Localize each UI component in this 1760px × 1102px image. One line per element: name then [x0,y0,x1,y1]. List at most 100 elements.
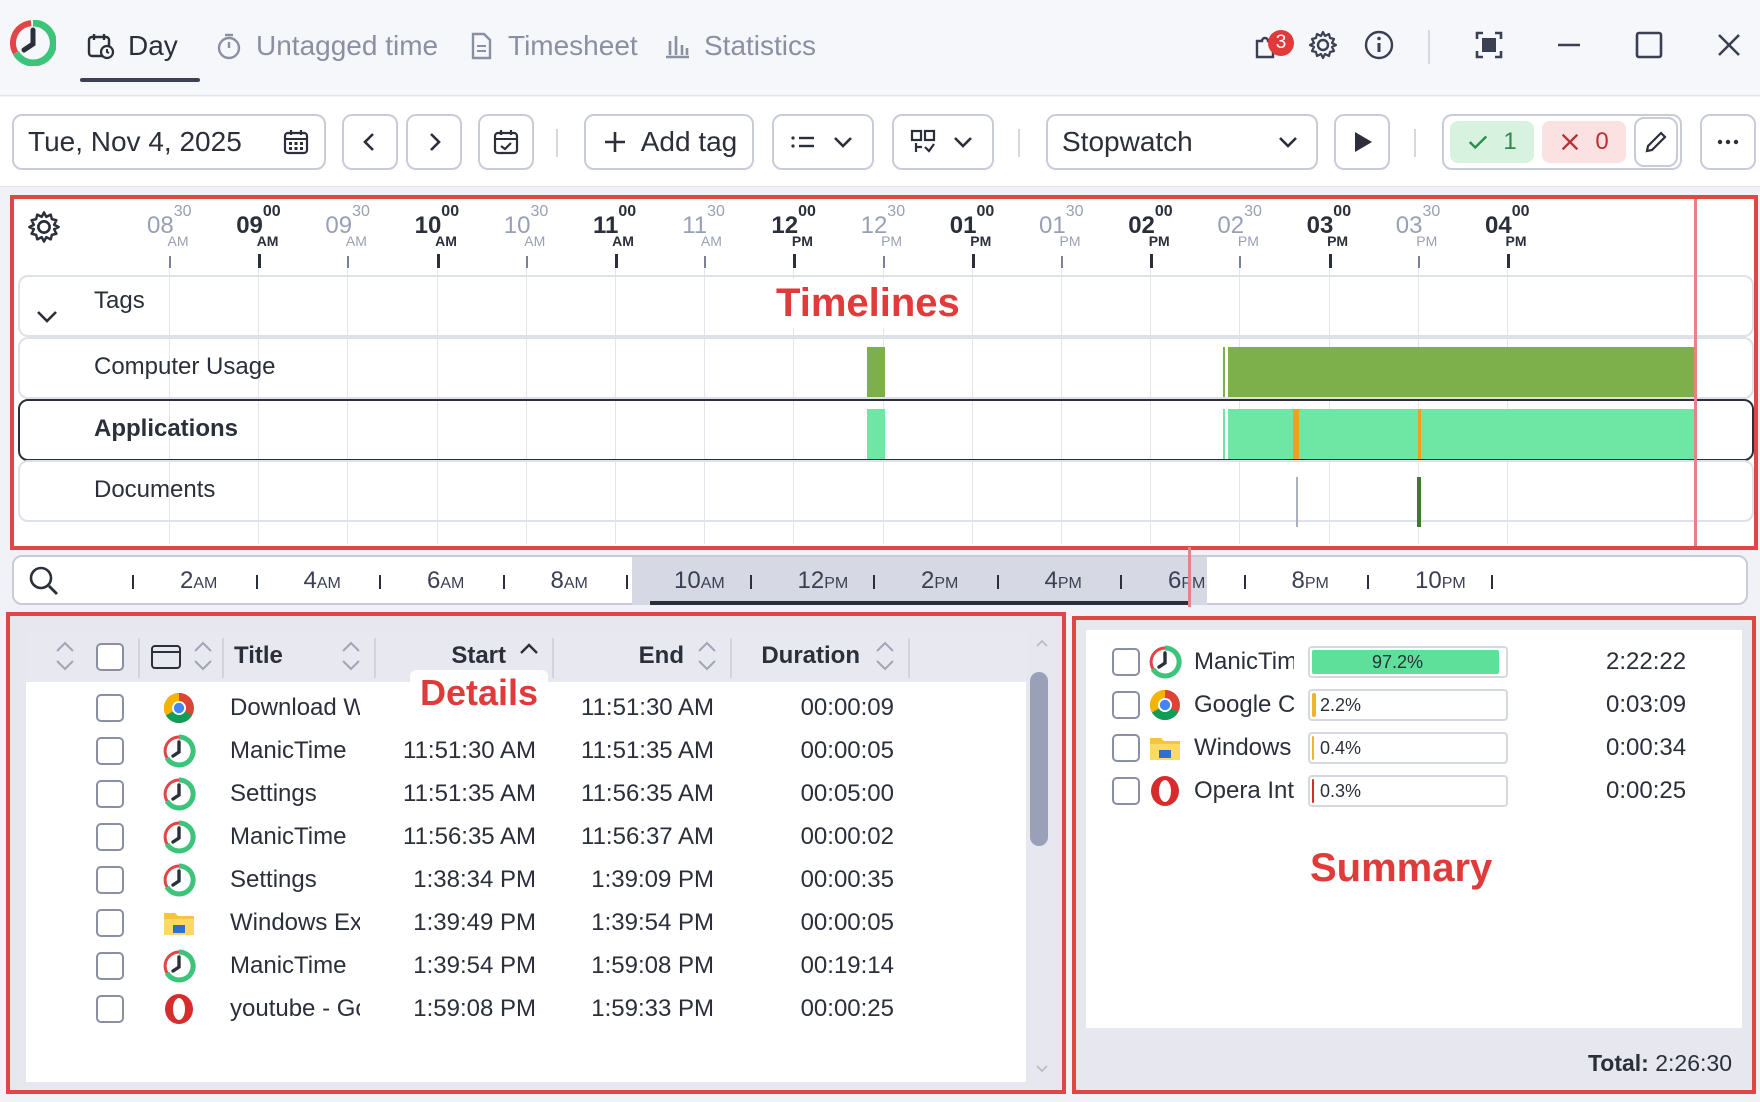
table-row[interactable]: Settings 1:38:34 PM 1:39:09 PM 00:00:35 [26,858,1026,906]
scroll-down-icon[interactable] [1034,1062,1050,1076]
close-button[interactable] [1712,28,1746,62]
sort-icon[interactable] [338,638,364,674]
summary-row[interactable]: Windows 0.4% 0:00:34 [1086,724,1742,772]
application-segment[interactable] [1293,409,1299,459]
scroll-up-icon[interactable] [1034,636,1050,650]
summary-row-checkbox[interactable] [1112,648,1140,676]
toolbar: Tue, Nov 4, 2025 Add tag Stopwatch 1 0 [0,97,1760,187]
row-label-tags: Tags [94,287,145,314]
row-checkbox[interactable] [96,737,124,765]
visible-range-selection[interactable] [632,557,1207,605]
row-checkbox[interactable] [96,780,124,808]
summary-row-checkbox[interactable] [1112,734,1140,762]
time-axis-tick [1328,254,1332,268]
sort-icon[interactable] [52,638,78,674]
row-checkbox[interactable] [96,995,124,1023]
gear-icon[interactable] [26,209,62,245]
sort-ascending-icon[interactable] [516,638,542,674]
list-options-dropdown[interactable] [772,114,874,170]
maximize-button[interactable] [1632,28,1666,62]
column-start[interactable]: Start [451,642,506,669]
summary-row[interactable]: Opera Int 0.3% 0:00:25 [1086,767,1742,815]
document-segment[interactable] [1296,477,1298,527]
add-tag-button[interactable]: Add tag [584,114,754,170]
timeline-row-computer-usage[interactable]: Computer Usage [18,337,1754,399]
overview-now-marker [1188,547,1191,607]
info-button[interactable] [1362,28,1396,62]
summary-row[interactable]: ManicTim 97.2% 2:22:22 [1086,638,1742,686]
next-day-button[interactable] [406,114,462,170]
computer-usage-segment[interactable] [867,347,885,397]
overview-axis-tick [749,575,752,589]
edit-tags-button[interactable] [1634,117,1678,167]
time-axis-tick [525,256,528,268]
previous-day-button[interactable] [342,114,398,170]
chevron-down-icon[interactable] [34,307,60,327]
play-button[interactable] [1334,114,1390,170]
row-checkbox[interactable] [96,823,124,851]
summary-row-checkbox[interactable] [1112,691,1140,719]
cell-duration: 00:19:14 [800,952,894,979]
add-tag-label: Add tag [640,126,738,157]
table-row[interactable]: ManicTime 11:56:35 AM 11:56:37 AM 00:00:02 [26,815,1026,863]
time-gridline [1150,269,1152,544]
time-gridline [615,269,616,544]
list-icon [791,136,814,148]
tab-day-label: Day [128,30,178,61]
application-segment[interactable] [1418,409,1421,459]
tab-day[interactable]: Day [86,26,178,66]
table-row[interactable]: ManicTime 11:51:30 AM 11:51:35 AM 00:00:05 [26,729,1026,777]
time-axis-tick [347,256,350,268]
summary-percent-label: 2.2% [1320,695,1362,715]
gear-icon [1308,30,1338,60]
stopwatch-select[interactable]: Stopwatch [1046,114,1318,170]
overview-axis-label: 12PM [797,567,849,594]
document-segment[interactable] [1417,477,1421,527]
computer-usage-segment[interactable] [1228,347,1694,397]
sort-icon[interactable] [694,638,720,674]
column-title[interactable]: Title [234,642,283,669]
summary-row[interactable]: Google C 2.2% 0:03:09 [1086,681,1742,729]
settings-button[interactable] [1306,28,1340,62]
summary-row-checkbox[interactable] [1112,777,1140,805]
summary-total-value: 2:26:30 [1655,1050,1732,1076]
row-checkbox[interactable] [96,909,124,937]
table-row[interactable]: Windows Expl 1:39:49 PM 1:39:54 PM 00:00:05 [26,901,1026,949]
row-checkbox[interactable] [96,694,124,722]
details-scrollbar-thumb[interactable] [1030,672,1048,846]
search-icon[interactable] [28,565,60,597]
table-row[interactable]: youtube - Goo 1:59:08 PM 1:59:33 PM 00:00:2… [26,987,1026,1035]
time-axis-tick [258,254,262,268]
summary-percent-label: 0.4% [1320,738,1362,758]
tab-statistics[interactable]: Statistics [662,26,816,66]
computer-usage-segment[interactable] [1223,347,1225,397]
sort-icon[interactable] [872,638,898,674]
compact-view-button[interactable] [1472,28,1506,62]
tab-timesheet[interactable]: Timesheet [466,26,638,66]
summary-app-name: Opera Int [1194,777,1294,804]
today-button[interactable] [478,114,534,170]
summary-app-name: Google C [1194,691,1294,718]
application-segment[interactable] [867,409,885,459]
accepted-count-button[interactable]: 1 [1450,121,1534,163]
minimize-button[interactable] [1552,28,1586,62]
timeline-row-tags[interactable]: Tags [18,275,1754,337]
table-row[interactable]: ManicTime 1:39:54 PM 1:59:08 PM 00:19:14 [26,944,1026,992]
column-end[interactable]: End [638,642,684,669]
day-overview-strip[interactable]: 2AM 4AM 6AM 8AM 10AM 12PM 2PM 4PM 6PM 8PM 10PM [12,547,1748,607]
column-duration[interactable]: Duration [761,642,860,669]
sort-icon[interactable] [190,638,216,674]
timeline-row-documents[interactable]: Documents [18,460,1754,522]
select-all-checkbox[interactable] [96,643,124,671]
table-row[interactable]: Settings 11:51:35 AM 11:56:35 AM 00:05:00 [26,772,1026,820]
tab-untagged-time[interactable]: Untagged time [214,26,438,66]
application-segment[interactable] [1228,409,1694,459]
table-row[interactable]: Download Wi 11:51:30 AM 00:00:09 [26,686,1026,734]
application-segment[interactable] [1223,409,1225,459]
rejected-count-button[interactable]: 0 [1542,121,1626,163]
date-picker[interactable]: Tue, Nov 4, 2025 [12,114,326,170]
group-options-dropdown[interactable] [892,114,994,170]
more-options-button[interactable] [1700,114,1756,170]
row-checkbox[interactable] [96,866,124,894]
row-checkbox[interactable] [96,952,124,980]
